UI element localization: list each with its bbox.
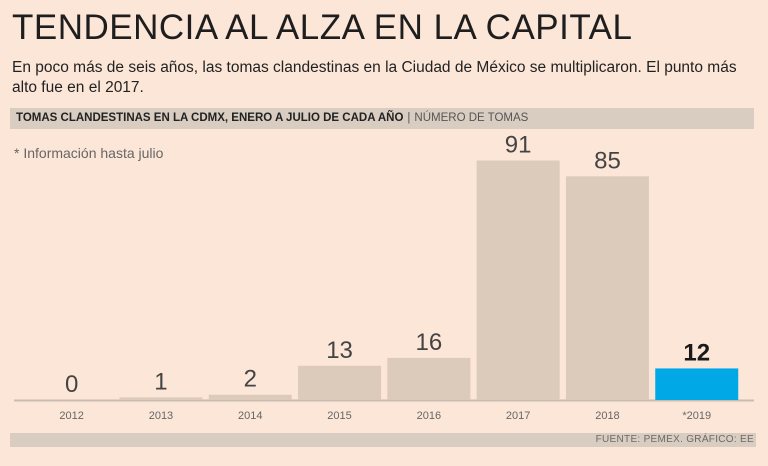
chart-header-unit: NÚMERO DE TOMAS xyxy=(414,112,529,124)
x-tick-label: 2017 xyxy=(506,410,530,422)
x-tick-label: 2016 xyxy=(417,410,441,422)
value-label: 91 xyxy=(505,132,532,159)
chart-subtitle: En poco más de seis años, las tomas clan… xyxy=(12,59,737,96)
chart-title: TENDENCIA AL ALZA EN LA CAPITAL xyxy=(12,8,633,47)
chart-note: * Información hasta julio xyxy=(14,145,164,161)
value-label: 0 xyxy=(65,371,78,398)
chart-header-label: TOMAS CLANDESTINAS EN LA CDMX, ENERO A J… xyxy=(16,112,404,124)
x-tick-label: 2014 xyxy=(238,410,262,422)
chart-header-separator: | xyxy=(407,112,411,124)
bar-2015 xyxy=(298,365,382,400)
value-label: 13 xyxy=(326,337,353,364)
value-label: 85 xyxy=(594,147,621,174)
value-label: 12 xyxy=(683,339,710,366)
value-label: 2 xyxy=(244,366,257,393)
footer-band xyxy=(10,433,756,447)
source-credit: FUENTE: PEMEX. GRÁFICO: EE xyxy=(595,434,754,445)
x-tick-label: 2015 xyxy=(327,410,351,422)
bar-2018 xyxy=(565,176,649,400)
bar-2017 xyxy=(476,160,560,400)
x-tick-label: 2013 xyxy=(149,410,173,422)
x-tick-label: 2012 xyxy=(59,410,83,422)
bar-2019 xyxy=(655,368,739,400)
x-tick-label: *2019 xyxy=(682,410,711,422)
bar-2014 xyxy=(208,394,292,400)
chart-header-band: TOMAS CLANDESTINAS EN LA CDMX, ENERO A J… xyxy=(10,108,754,129)
bar-2013 xyxy=(119,397,203,400)
bar-2016 xyxy=(387,357,471,400)
x-tick-label: 2018 xyxy=(595,410,619,422)
value-label: 1 xyxy=(154,368,167,395)
value-label: 16 xyxy=(415,329,442,356)
